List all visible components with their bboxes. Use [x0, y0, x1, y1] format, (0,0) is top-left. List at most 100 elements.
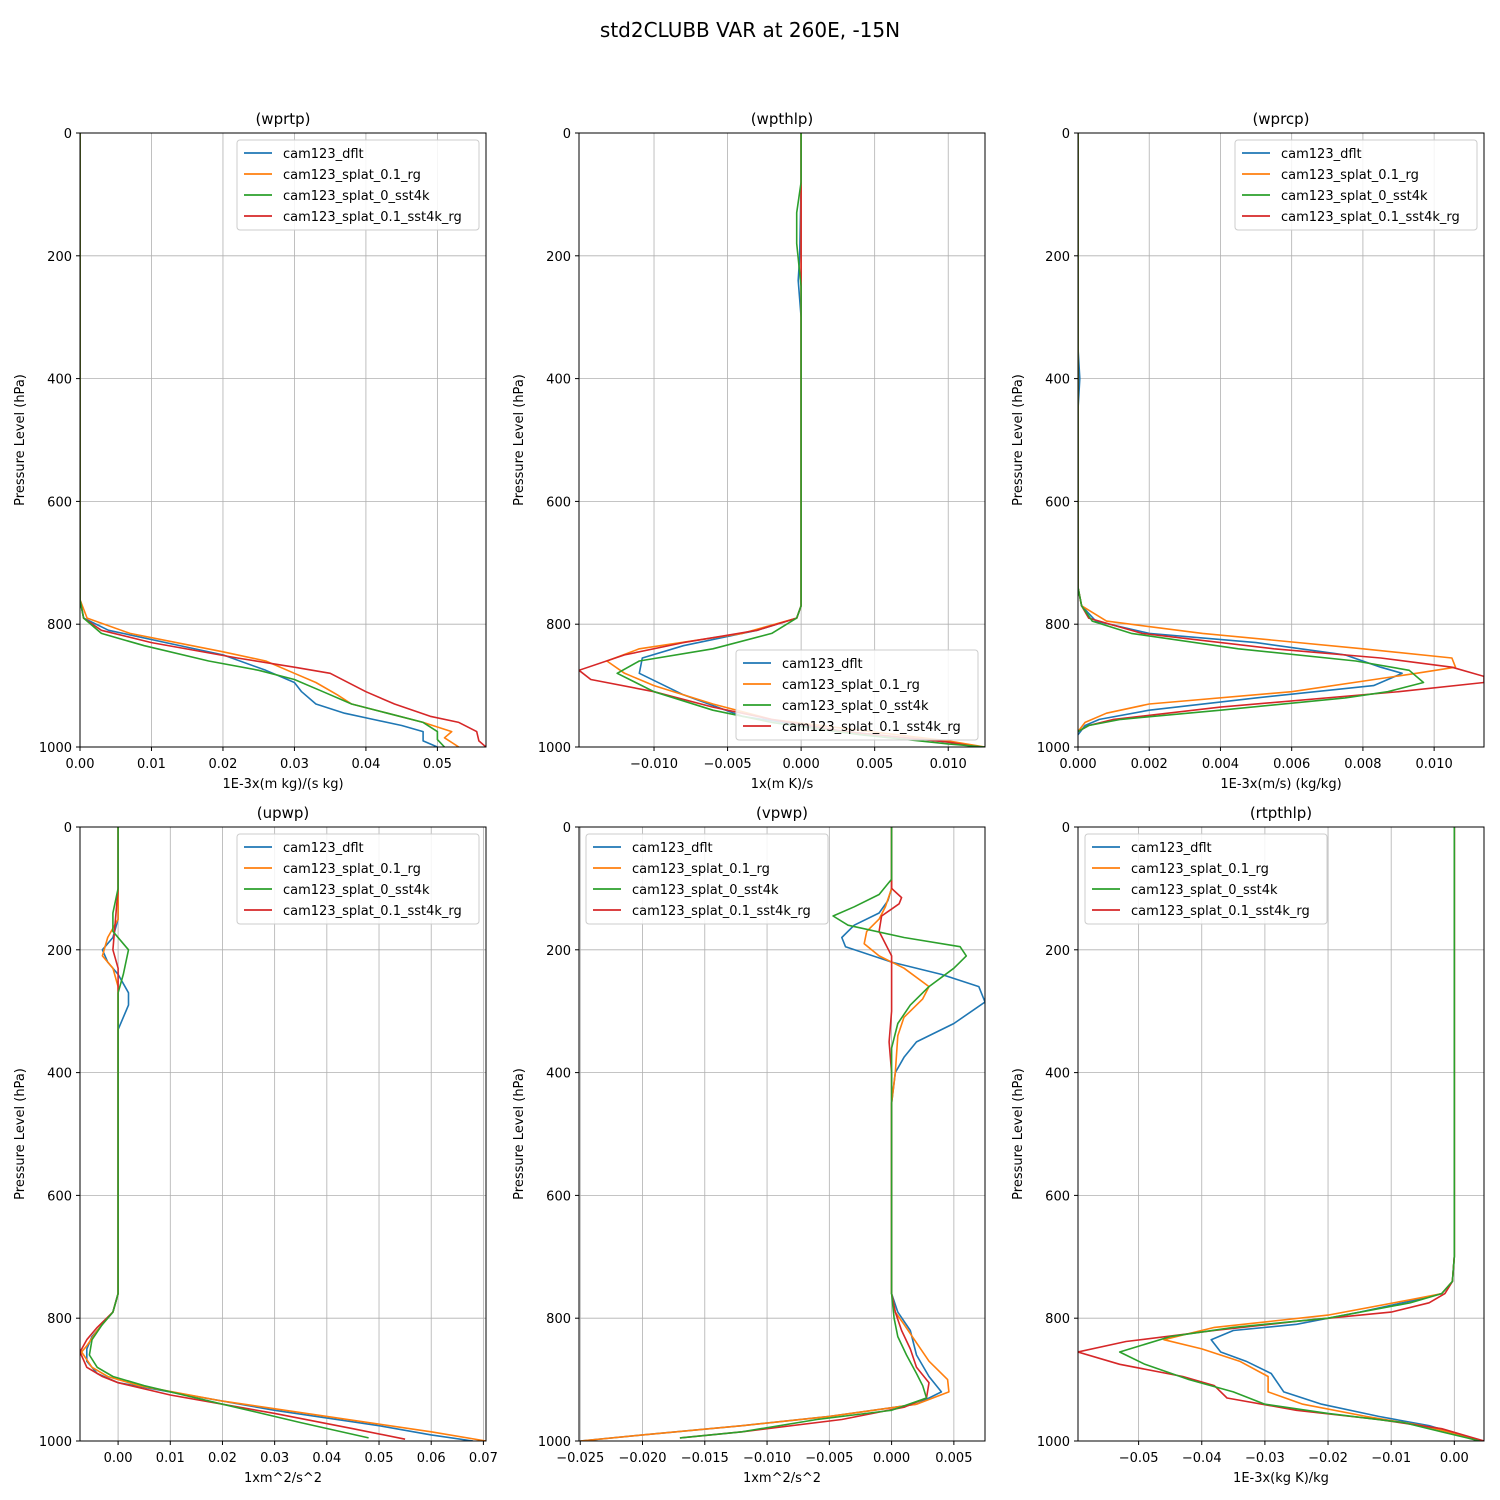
- panel-title: (vpwp): [756, 804, 808, 822]
- y-tick-label: 800: [1045, 618, 1070, 633]
- x-tick-label: 0.01: [156, 1451, 185, 1466]
- x-tick-label: 0.008: [1344, 757, 1381, 772]
- x-tick-label: 0.04: [351, 757, 380, 772]
- legend-label: cam123_dflt: [1131, 841, 1212, 856]
- x-tick-label: 0.04: [312, 1451, 341, 1466]
- x-tick-label: −0.010: [743, 1451, 791, 1466]
- y-tick-label: 600: [546, 495, 571, 510]
- legend-label: cam123_dflt: [782, 657, 863, 672]
- x-tick-label: −0.005: [805, 1451, 853, 1466]
- y-tick-label: 600: [47, 495, 72, 510]
- x-tick-label: 0.07: [469, 1451, 498, 1466]
- x-tick-label: 0.005: [856, 757, 893, 772]
- y-tick-label: 1000: [538, 1435, 571, 1450]
- x-tick-label: 0.00: [1440, 1451, 1469, 1466]
- y-axis-label: Pressure Level (hPa): [13, 374, 28, 506]
- x-tick-label: −0.015: [681, 1451, 729, 1466]
- x-tick-label: −0.005: [704, 757, 752, 772]
- y-axis-label: Pressure Level (hPa): [512, 1068, 527, 1200]
- y-tick-label: 800: [47, 1312, 72, 1327]
- legend-label: cam123_splat_0_sst4k: [283, 883, 430, 898]
- x-tick-label: 0.05: [365, 1451, 394, 1466]
- legend-label: cam123_splat_0_sst4k: [1131, 883, 1278, 898]
- axes-frame: [79, 132, 487, 748]
- panel-title: (rtpthlp): [1250, 804, 1312, 822]
- legend-label: cam123_splat_0.1_rg: [632, 862, 770, 877]
- legend-box: [236, 139, 480, 231]
- y-tick-label: 200: [1045, 250, 1070, 265]
- legend-box: [236, 833, 480, 925]
- y-tick-label: 200: [546, 250, 571, 265]
- y-tick-label: 600: [47, 1189, 72, 1204]
- series-group: [80, 133, 486, 747]
- y-tick-label: 0: [563, 821, 571, 836]
- figure-title: std2CLUBB VAR at 260E, -15N: [600, 18, 900, 42]
- x-tick-label: −0.03: [1245, 1451, 1285, 1466]
- x-tick-label: 0.00: [104, 1451, 133, 1466]
- x-tick-label: −0.02: [1308, 1451, 1348, 1466]
- y-tick-label: 400: [1045, 1067, 1070, 1082]
- y-tick-label: 200: [1045, 944, 1070, 959]
- y-tick-label: 800: [546, 618, 571, 633]
- legend: cam123_dflt cam123_splat_0.1_rg cam123_spl…: [1234, 139, 1478, 231]
- series-group: [80, 827, 486, 1441]
- y-tick-label: 400: [546, 373, 571, 388]
- axes-frame: [1077, 826, 1485, 1442]
- legend-box: [1234, 139, 1478, 231]
- panel-wpthlp: −0.010 −0.005 0.000 0.005 0.010 0 200 400 600 800…: [512, 110, 986, 792]
- x-axis-label: 1E-3x(m kg)/(s kg): [222, 777, 343, 792]
- series-line-cam123-splat-0-sst4k: [1078, 133, 1425, 733]
- series-line-cam123-dflt: [580, 827, 985, 1441]
- grid: [80, 826, 486, 1442]
- y-tick-label: 800: [1045, 1312, 1070, 1327]
- panel-wprcp: 0.000 0.002 0.004 0.006 0.008 0.010 0 200 400 600…: [1011, 110, 1485, 792]
- legend-label: cam123_splat_0.1_sst4k_rg: [782, 720, 961, 735]
- legend-box: [585, 833, 829, 925]
- panel-title: (wprcp): [1252, 110, 1309, 128]
- x-axis-label: 1x(m K)/s: [751, 777, 814, 792]
- x-tick-label: −0.01: [1371, 1451, 1411, 1466]
- legend-label: cam123_splat_0_sst4k: [283, 189, 430, 204]
- legend-label: cam123_splat_0.1_rg: [283, 168, 421, 183]
- legend: cam123_dflt cam123_splat_0.1_rg cam123_spl…: [735, 649, 979, 741]
- series-group: [1078, 827, 1484, 1441]
- y-tick-label: 400: [546, 1067, 571, 1082]
- x-tick-label: 0.010: [930, 757, 967, 772]
- y-tick-label: 600: [546, 1189, 571, 1204]
- legend-label: cam123_splat_0.1_sst4k_rg: [283, 904, 462, 919]
- series-group: [580, 827, 985, 1441]
- legend-label: cam123_splat_0.1_sst4k_rg: [1281, 210, 1460, 225]
- series-line-cam123-splat-0-sst4k: [80, 133, 446, 747]
- y-axis-label: Pressure Level (hPa): [1011, 374, 1026, 506]
- y-tick-label: 0: [1062, 127, 1070, 142]
- x-tick-label: 0.03: [280, 757, 309, 772]
- y-tick-label: 0: [64, 127, 72, 142]
- y-tick-label: 800: [546, 1312, 571, 1327]
- y-axis-label: Pressure Level (hPa): [1011, 1068, 1026, 1200]
- panel-title: (wprtp): [255, 110, 310, 128]
- y-tick-label: 1000: [39, 741, 72, 756]
- series-line-cam123-splat-0-1-rg: [1078, 133, 1457, 733]
- x-tick-label: 0.006: [1273, 757, 1310, 772]
- legend-label: cam123_dflt: [283, 841, 364, 856]
- series-line-cam123-splat-0-1-sst4k-rg: [80, 827, 406, 1440]
- legend: cam123_dflt cam123_splat_0.1_rg cam123_spl…: [236, 139, 480, 231]
- x-tick-label: 0.03: [260, 1451, 289, 1466]
- panel-title: (upwp): [257, 804, 310, 822]
- y-axis-label: Pressure Level (hPa): [512, 374, 527, 506]
- x-tick-label: 0.02: [208, 1451, 237, 1466]
- y-tick-label: 200: [47, 250, 72, 265]
- legend-label: cam123_dflt: [1281, 147, 1362, 162]
- legend-box: [1084, 833, 1328, 925]
- x-tick-label: −0.05: [1119, 1451, 1159, 1466]
- legend-label: cam123_dflt: [632, 841, 713, 856]
- y-tick-label: 0: [563, 127, 571, 142]
- legend-label: cam123_splat_0.1_sst4k_rg: [1131, 904, 1310, 919]
- panel-title: (wpthlp): [751, 110, 814, 128]
- y-axis-label: Pressure Level (hPa): [13, 1068, 28, 1200]
- x-tick-label: 0.00: [66, 757, 95, 772]
- axes-frame: [578, 826, 986, 1442]
- y-tick-label: 400: [47, 1067, 72, 1082]
- x-tick-label: −0.025: [556, 1451, 604, 1466]
